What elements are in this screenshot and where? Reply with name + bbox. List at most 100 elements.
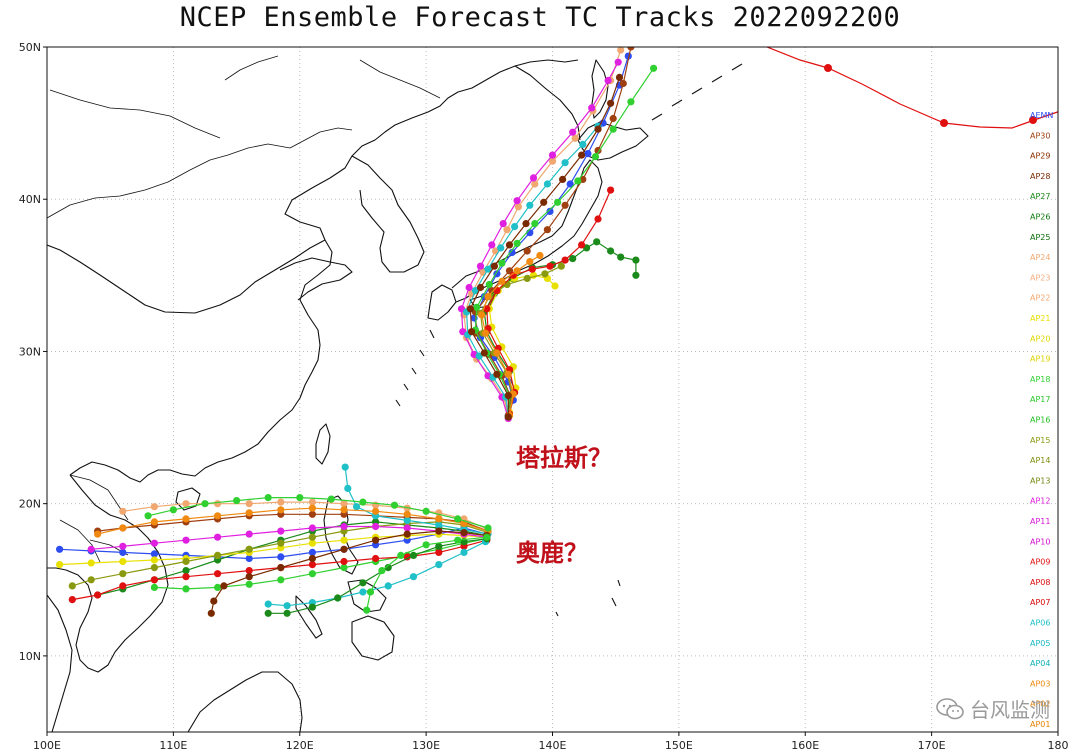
track-point — [499, 220, 507, 228]
coast-ryukyu — [395, 329, 435, 407]
track-point — [150, 556, 158, 564]
legend-item: AP15 — [1030, 436, 1050, 445]
track-point — [308, 561, 316, 569]
track-line — [474, 47, 632, 416]
track-point — [150, 539, 158, 547]
track-point — [308, 504, 316, 512]
legend-item: AEMN — [1030, 111, 1053, 120]
track-point — [632, 271, 640, 279]
coast-korea — [351, 155, 425, 273]
y-tick-label: 20N — [19, 498, 41, 511]
track-point — [277, 539, 285, 547]
track-point — [522, 220, 530, 228]
legend-item: AP08 — [1030, 578, 1050, 587]
track-point — [378, 567, 386, 575]
track-point — [571, 134, 579, 142]
track-point — [627, 47, 635, 51]
track-point — [245, 580, 253, 588]
track-point — [478, 311, 486, 319]
track-point — [594, 125, 602, 133]
track-point — [68, 582, 76, 590]
track-point — [119, 557, 127, 566]
track-point — [245, 545, 253, 553]
track-point — [481, 329, 490, 337]
track-point — [344, 484, 352, 492]
track-point — [372, 554, 380, 563]
track-point — [473, 303, 481, 311]
track-point — [508, 248, 516, 257]
axis-ticks: 100E 110E 120E 130E 140E 150E 160E 170E 180 10N 20… — [19, 41, 1069, 752]
x-tick-label: 120E — [286, 739, 314, 752]
track-point — [561, 256, 569, 264]
track-point — [182, 500, 190, 508]
legend-item: AP24 — [1030, 253, 1050, 262]
track-point — [214, 533, 222, 541]
track-point — [119, 548, 127, 557]
coast-shandong — [279, 257, 353, 301]
track-point — [233, 497, 241, 505]
track-point — [308, 603, 316, 611]
track-point — [548, 157, 557, 165]
storm-label-north: 塔拉斯？ — [516, 444, 612, 472]
track-point — [308, 498, 316, 506]
track-point — [604, 76, 612, 85]
y-tick-label: 30N — [19, 345, 41, 358]
coast-china — [47, 59, 579, 314]
track-point — [422, 541, 430, 549]
track-point — [591, 153, 600, 161]
track-point — [607, 247, 615, 255]
track-point — [514, 203, 523, 211]
y-tick-label: 50N — [19, 41, 41, 54]
track-point — [277, 564, 285, 572]
track-point — [359, 588, 367, 596]
track-point — [340, 506, 348, 514]
legend-item: AP13 — [1030, 476, 1050, 485]
track-point — [523, 247, 531, 255]
track-point — [607, 99, 615, 107]
track-point — [366, 588, 375, 596]
x-tick-label: 140E — [539, 739, 567, 752]
coast-russia-far-east — [514, 65, 581, 141]
coast-borneo — [187, 671, 303, 732]
track-point — [615, 73, 624, 81]
track-point — [353, 503, 361, 511]
track-point — [308, 539, 316, 547]
far-east-track-line — [765, 47, 1058, 129]
track-point — [561, 201, 569, 209]
track-point — [536, 251, 544, 260]
track-point — [340, 557, 348, 566]
track-north — [457, 58, 622, 422]
chart-title: NCEP Ensemble Forecast TC Tracks 2022092… — [179, 2, 901, 33]
legend-item: AP22 — [1030, 294, 1050, 303]
legend-item: AP03 — [1030, 679, 1050, 688]
legend-item: AP16 — [1030, 416, 1050, 425]
track-point — [245, 500, 253, 508]
track-point — [245, 554, 253, 563]
track-point — [207, 609, 215, 617]
track-point — [277, 527, 285, 535]
track-point — [454, 536, 462, 544]
x-tick-label: 160E — [791, 739, 819, 752]
track-point — [523, 274, 531, 282]
track-point — [182, 585, 190, 593]
track-point — [384, 582, 392, 590]
coast-kurils — [651, 63, 743, 121]
track-point — [119, 570, 127, 578]
track-point — [546, 262, 554, 270]
track-point — [504, 392, 512, 400]
track-point — [607, 186, 615, 194]
x-tick-label: 110E — [159, 739, 187, 752]
track-point — [578, 151, 586, 159]
far-east-track-point — [1029, 116, 1037, 124]
legend-item: AP05 — [1030, 639, 1050, 648]
track-point — [569, 255, 577, 263]
legend-item: AP21 — [1030, 314, 1050, 323]
track-point — [460, 548, 468, 557]
legend-item: AP20 — [1030, 334, 1050, 343]
track-point — [214, 500, 222, 508]
track-point — [503, 226, 511, 234]
track-point — [308, 548, 316, 557]
track-point — [543, 180, 552, 188]
x-tick-label: 150E — [665, 739, 693, 752]
track-point — [283, 609, 291, 617]
